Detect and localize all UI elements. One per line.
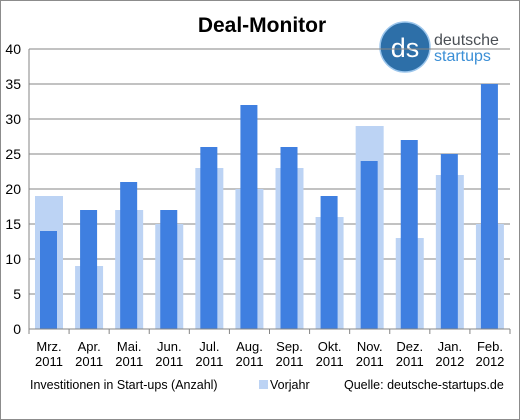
x-tick-labels: Mrz.2011Apr.2011Mai.2011Jun.2011Jul.2011… bbox=[35, 339, 504, 369]
x-tick-label-year: 2011 bbox=[396, 354, 424, 369]
x-tick-label-month: Nov. bbox=[357, 339, 383, 354]
bar-investitionen bbox=[280, 147, 298, 329]
x-tick-label-month: Apr. bbox=[78, 339, 101, 354]
bar-investitionen bbox=[160, 210, 178, 329]
x-tick-label-year: 2011 bbox=[195, 354, 223, 369]
source-note: Quelle: deutsche-startups.de bbox=[344, 378, 504, 392]
logo-circle bbox=[380, 22, 430, 72]
y-tick-label: 35 bbox=[5, 76, 21, 92]
y-tick-label: 40 bbox=[5, 41, 21, 57]
y-tick-label: 25 bbox=[5, 146, 21, 162]
logo-text-line2: startups bbox=[434, 48, 491, 65]
grid-lines bbox=[29, 48, 510, 330]
logo-text-line1: deutsche bbox=[434, 32, 499, 49]
x-tick-label-year: 2011 bbox=[115, 354, 143, 369]
y-tick-label: 10 bbox=[5, 251, 21, 267]
bars bbox=[35, 84, 504, 329]
x-tick-label-month: Jan. bbox=[438, 339, 463, 354]
y-tick-label: 0 bbox=[13, 321, 21, 337]
brand-logo: ds deutsche startups bbox=[379, 21, 499, 73]
bar-investitionen bbox=[240, 105, 258, 329]
y-tick-labels: 0 5 10 15 20 25 30 35 40 bbox=[5, 41, 21, 337]
x-tick-label-year: 2011 bbox=[35, 354, 63, 369]
x-tick-label-year: 2012 bbox=[475, 354, 504, 369]
bar-investitionen bbox=[320, 196, 338, 329]
chart-title: Deal-Monitor bbox=[198, 14, 326, 37]
y-tick-label: 30 bbox=[5, 111, 21, 127]
x-tick-label-month: Mai. bbox=[117, 339, 142, 354]
x-tick-label-year: 2011 bbox=[75, 354, 103, 369]
axes bbox=[28, 49, 511, 334]
x-tick-label-month: Feb. bbox=[477, 339, 503, 354]
bar-investitionen bbox=[40, 231, 57, 329]
logo-mark: ds bbox=[391, 33, 420, 63]
y-tick-label: 5 bbox=[13, 286, 21, 302]
legend-series-2-swatch bbox=[259, 380, 268, 389]
y-tick-label: 15 bbox=[5, 216, 21, 232]
logo-circle-highlight bbox=[379, 21, 431, 73]
bar-investitionen bbox=[80, 210, 98, 329]
x-tick-label-year: 2011 bbox=[316, 354, 344, 369]
x-tick-label-month: Okt. bbox=[318, 339, 342, 354]
legend-series-2-label: Vorjahr bbox=[270, 378, 310, 392]
x-tick-label-month: Mrz. bbox=[36, 339, 61, 354]
x-tick-label-month: Aug. bbox=[236, 339, 263, 354]
bar-investitionen bbox=[440, 154, 458, 329]
x-tick-label-month: Jun. bbox=[157, 339, 182, 354]
x-tick-label-month: Jul. bbox=[199, 339, 219, 354]
bar-investitionen bbox=[200, 147, 218, 329]
x-tick-label-month: Dez. bbox=[396, 339, 423, 354]
bar-investitionen bbox=[120, 182, 138, 329]
bar-investitionen bbox=[400, 140, 418, 329]
bar-investitionen bbox=[360, 161, 378, 329]
legend: Investitionen in Start-ups (Anzahl) Vorj… bbox=[30, 378, 504, 392]
x-tick-label-year: 2011 bbox=[235, 354, 263, 369]
x-tick-label-year: 2011 bbox=[356, 354, 384, 369]
x-tick-label-year: 2012 bbox=[435, 354, 464, 369]
bar-investitionen bbox=[480, 84, 498, 329]
x-tick-label-year: 2011 bbox=[276, 354, 304, 369]
legend-series-1-label: Investitionen in Start-ups (Anzahl) bbox=[30, 378, 218, 392]
y-tick-label: 20 bbox=[5, 181, 21, 197]
x-tick-label-month: Sep. bbox=[276, 339, 303, 354]
x-tick-label-year: 2011 bbox=[155, 354, 183, 369]
